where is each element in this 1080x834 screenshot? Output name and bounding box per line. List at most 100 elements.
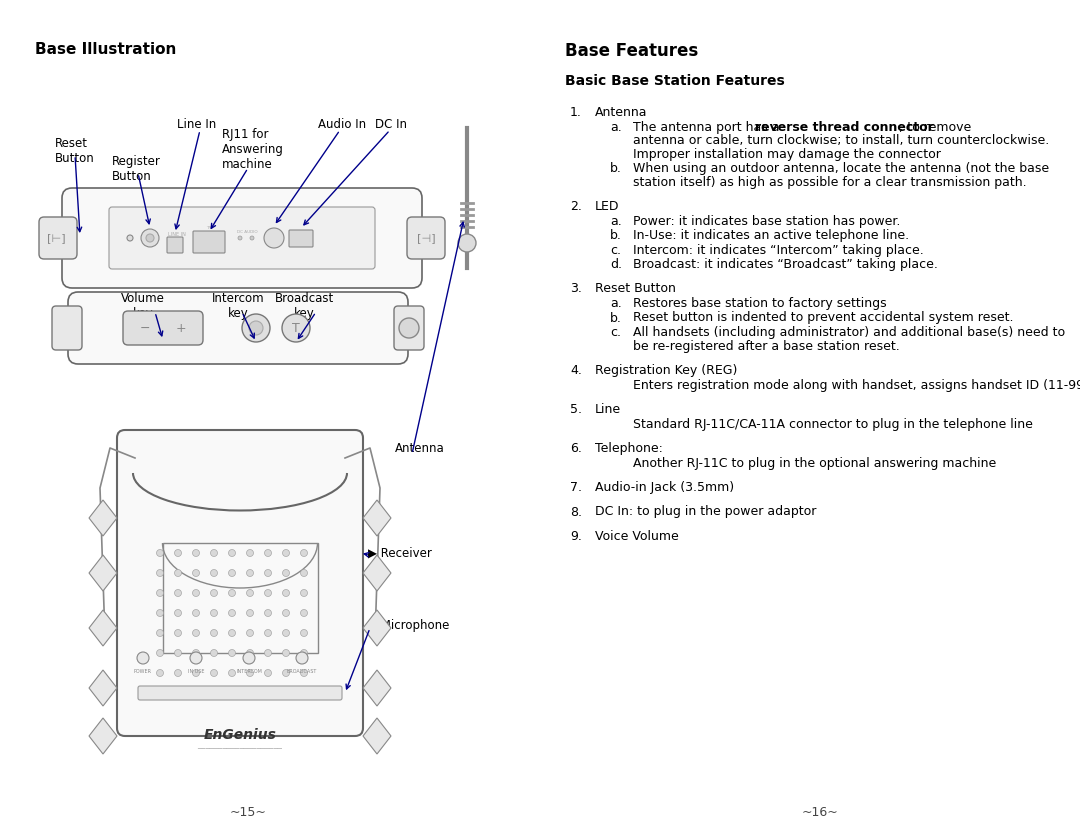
Text: 8.: 8. [570, 505, 582, 519]
Text: LINE IN: LINE IN [168, 232, 186, 237]
Circle shape [192, 570, 200, 576]
Circle shape [175, 590, 181, 596]
Circle shape [192, 670, 200, 676]
Circle shape [211, 670, 217, 676]
Circle shape [246, 610, 254, 616]
Text: 1.: 1. [570, 106, 582, 119]
Text: Reset Button: Reset Button [595, 283, 676, 295]
Circle shape [238, 236, 242, 240]
Circle shape [229, 610, 235, 616]
FancyBboxPatch shape [138, 686, 342, 700]
Circle shape [283, 590, 289, 596]
Circle shape [458, 234, 476, 252]
Circle shape [249, 321, 264, 335]
Text: a.: a. [610, 120, 622, 133]
Circle shape [264, 228, 284, 248]
Text: d.: d. [610, 258, 622, 271]
Text: [⊢]: [⊢] [46, 233, 65, 243]
Circle shape [242, 314, 270, 342]
Circle shape [137, 652, 149, 664]
Circle shape [300, 570, 308, 576]
Text: DC AUDIO: DC AUDIO [237, 230, 257, 234]
Circle shape [211, 550, 217, 556]
Circle shape [229, 650, 235, 656]
Text: Base Illustration: Base Illustration [35, 42, 176, 57]
Text: c.: c. [610, 326, 621, 339]
FancyBboxPatch shape [68, 292, 408, 364]
Circle shape [283, 670, 289, 676]
Circle shape [157, 670, 163, 676]
Text: Line: Line [595, 403, 621, 416]
Circle shape [282, 314, 310, 342]
Text: Volume
key: Volume key [121, 292, 165, 320]
Text: a.: a. [610, 297, 622, 310]
Circle shape [157, 630, 163, 636]
Text: Register
Button: Register Button [112, 155, 161, 183]
Circle shape [283, 570, 289, 576]
Polygon shape [363, 555, 391, 591]
Text: Power: it indicates base station has power.: Power: it indicates base station has pow… [633, 214, 901, 228]
Text: b.: b. [610, 312, 622, 324]
Circle shape [265, 550, 271, 556]
Text: INTERCOM: INTERCOM [237, 669, 262, 674]
Circle shape [141, 229, 159, 247]
Text: +: + [176, 321, 187, 334]
Circle shape [300, 550, 308, 556]
Text: Improper installation may damage the connector: Improper installation may damage the con… [633, 148, 941, 160]
Circle shape [265, 570, 271, 576]
Text: Broadcast
key: Broadcast key [274, 292, 334, 320]
Text: LED: LED [595, 200, 620, 213]
Text: Base Features: Base Features [565, 42, 699, 60]
Circle shape [175, 610, 181, 616]
Circle shape [300, 670, 308, 676]
FancyBboxPatch shape [62, 188, 422, 288]
Text: antenna or cable, turn clockwise; to install, turn counterclockwise.: antenna or cable, turn clockwise; to ins… [633, 134, 1050, 147]
Text: IN USE: IN USE [188, 669, 204, 674]
Text: 6.: 6. [570, 442, 582, 455]
Circle shape [175, 570, 181, 576]
Text: b.: b. [610, 162, 622, 175]
Text: Standard RJ-11C/CA-11A connector to plug in the telephone line: Standard RJ-11C/CA-11A connector to plug… [633, 418, 1032, 430]
Text: Antenna: Antenna [595, 106, 648, 119]
Text: 2.: 2. [570, 200, 582, 213]
Circle shape [192, 630, 200, 636]
Circle shape [157, 650, 163, 656]
Circle shape [211, 570, 217, 576]
Text: ────────────────────: ──────────────────── [198, 746, 283, 752]
Circle shape [246, 570, 254, 576]
Circle shape [265, 590, 271, 596]
Text: ▶ Microphone: ▶ Microphone [368, 619, 449, 631]
Text: 4.: 4. [570, 364, 582, 377]
Text: POWER: POWER [134, 669, 152, 674]
FancyBboxPatch shape [394, 306, 424, 350]
Polygon shape [89, 500, 117, 536]
Circle shape [157, 550, 163, 556]
Circle shape [157, 610, 163, 616]
Text: Registration Key (REG): Registration Key (REG) [595, 364, 738, 377]
Circle shape [265, 650, 271, 656]
Circle shape [283, 630, 289, 636]
FancyBboxPatch shape [123, 311, 203, 345]
Circle shape [246, 590, 254, 596]
Text: Another RJ-11C to plug in the optional answering machine: Another RJ-11C to plug in the optional a… [633, 456, 996, 470]
Circle shape [246, 550, 254, 556]
Circle shape [229, 670, 235, 676]
Text: Enters registration mode along with handset, assigns handset ID (11-99).: Enters registration mode along with hand… [633, 379, 1080, 391]
Text: 5.: 5. [570, 403, 582, 416]
FancyBboxPatch shape [39, 217, 77, 259]
Circle shape [300, 650, 308, 656]
Circle shape [243, 652, 255, 664]
Text: The antenna port has a: The antenna port has a [633, 120, 783, 133]
Circle shape [229, 590, 235, 596]
Text: −: − [139, 321, 150, 334]
Text: In-Use: it indicates an active telephone line.: In-Use: it indicates an active telephone… [633, 229, 909, 242]
Text: c.: c. [610, 244, 621, 257]
Polygon shape [363, 670, 391, 706]
Text: reverse thread connector: reverse thread connector [755, 120, 933, 133]
Text: ▶ Receiver: ▶ Receiver [368, 546, 432, 560]
Text: BROADCAST: BROADCAST [287, 669, 318, 674]
Circle shape [175, 650, 181, 656]
Text: Reset button is indented to prevent accidental system reset.: Reset button is indented to prevent acci… [633, 312, 1013, 324]
Circle shape [146, 234, 154, 242]
Text: DC In: DC In [375, 118, 407, 131]
